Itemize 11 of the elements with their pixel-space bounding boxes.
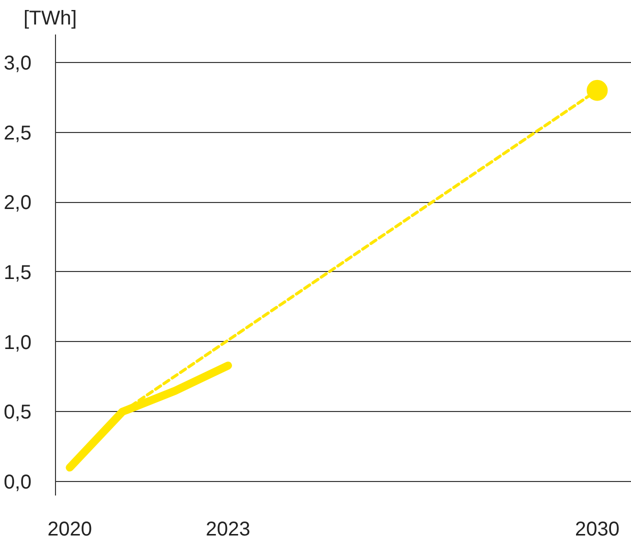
y-tick-label: 2,0 (4, 192, 32, 214)
y-tick-label: 3,0 (4, 52, 32, 74)
y-tick-label: 0,5 (4, 402, 32, 424)
y-tick-label: 0,0 (4, 472, 32, 494)
x-tick-label: 2020 (47, 518, 92, 538)
y-axis-title: [TWh] (24, 8, 77, 30)
y-tick-label: 1,5 (4, 262, 32, 284)
y-tick-label: 2,5 (4, 122, 32, 144)
x-tick-label: 2023 (206, 518, 250, 538)
x-tick-label: 2030 (574, 518, 620, 538)
y-tick-label: 1,0 (4, 332, 32, 354)
